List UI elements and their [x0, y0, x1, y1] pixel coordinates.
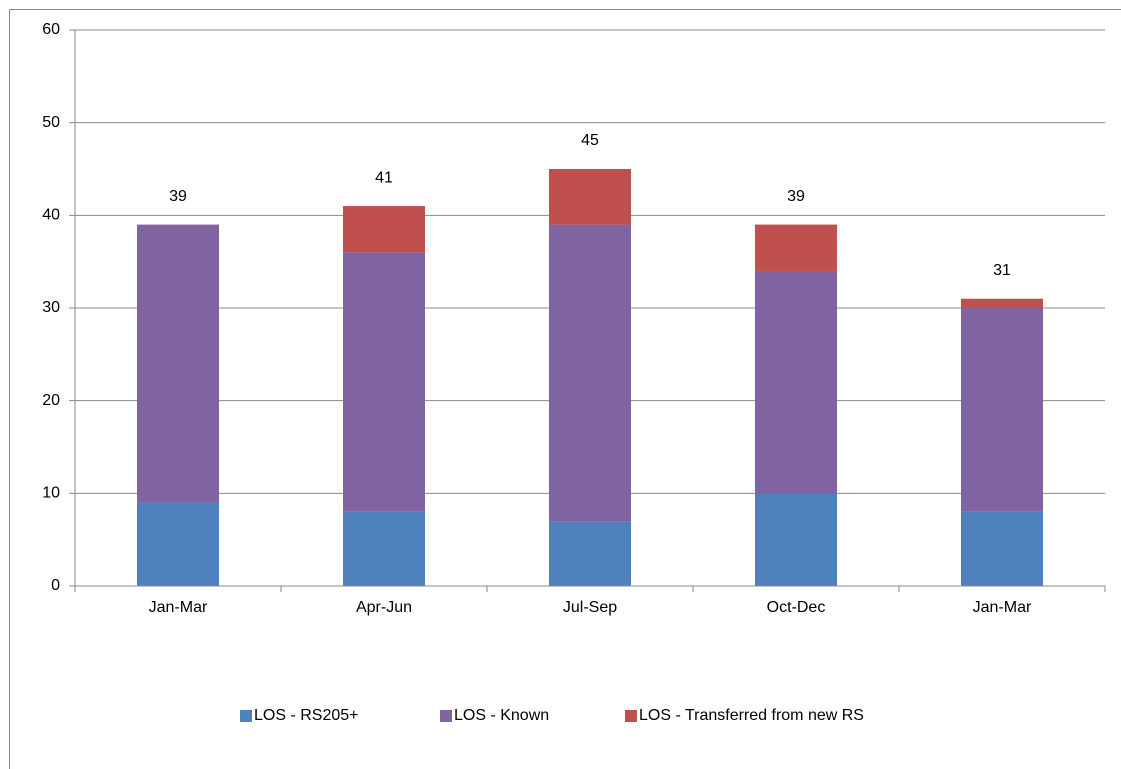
y-tick-label: 60	[42, 21, 60, 38]
bar-segment	[961, 298, 1043, 308]
total-label: 39	[787, 188, 805, 205]
total-label: 45	[581, 132, 599, 149]
bar-segment	[961, 308, 1043, 512]
bar-segment	[549, 169, 631, 225]
bar-segment	[137, 224, 219, 503]
y-tick-label: 10	[42, 485, 60, 502]
x-tick-label: Jan-Mar	[973, 599, 1032, 616]
total-label: 39	[169, 188, 187, 205]
x-tick-label: Jul-Sep	[563, 599, 617, 616]
bar-segment	[961, 511, 1043, 586]
bar-segment	[549, 521, 631, 586]
x-tick-label: Oct-Dec	[767, 599, 826, 616]
bar-segment	[343, 206, 425, 253]
bar-segment	[755, 224, 837, 271]
bar-segment	[343, 511, 425, 586]
legend-label: LOS - Known	[454, 707, 549, 724]
x-tick-label: Jan-Mar	[149, 599, 208, 616]
legend-swatch	[240, 710, 252, 722]
legend-swatch	[625, 710, 637, 722]
total-label: 31	[993, 262, 1011, 279]
bar-segment	[755, 270, 837, 494]
y-tick-label: 20	[42, 392, 60, 409]
bar-segment	[137, 502, 219, 586]
legend-label: LOS - RS205+	[254, 707, 359, 724]
x-tick-label: Apr-Jun	[356, 599, 412, 616]
y-tick-label: 40	[42, 207, 60, 224]
total-label: 41	[375, 169, 393, 186]
y-tick-label: 30	[42, 299, 60, 316]
bar-segment	[343, 252, 425, 512]
y-tick-label: 50	[42, 114, 60, 131]
bar-segment	[755, 493, 837, 586]
legend-label: LOS - Transferred from new RS	[639, 707, 864, 724]
y-tick-label: 0	[51, 577, 60, 594]
legend-swatch	[440, 710, 452, 722]
bar-segment	[549, 224, 631, 522]
